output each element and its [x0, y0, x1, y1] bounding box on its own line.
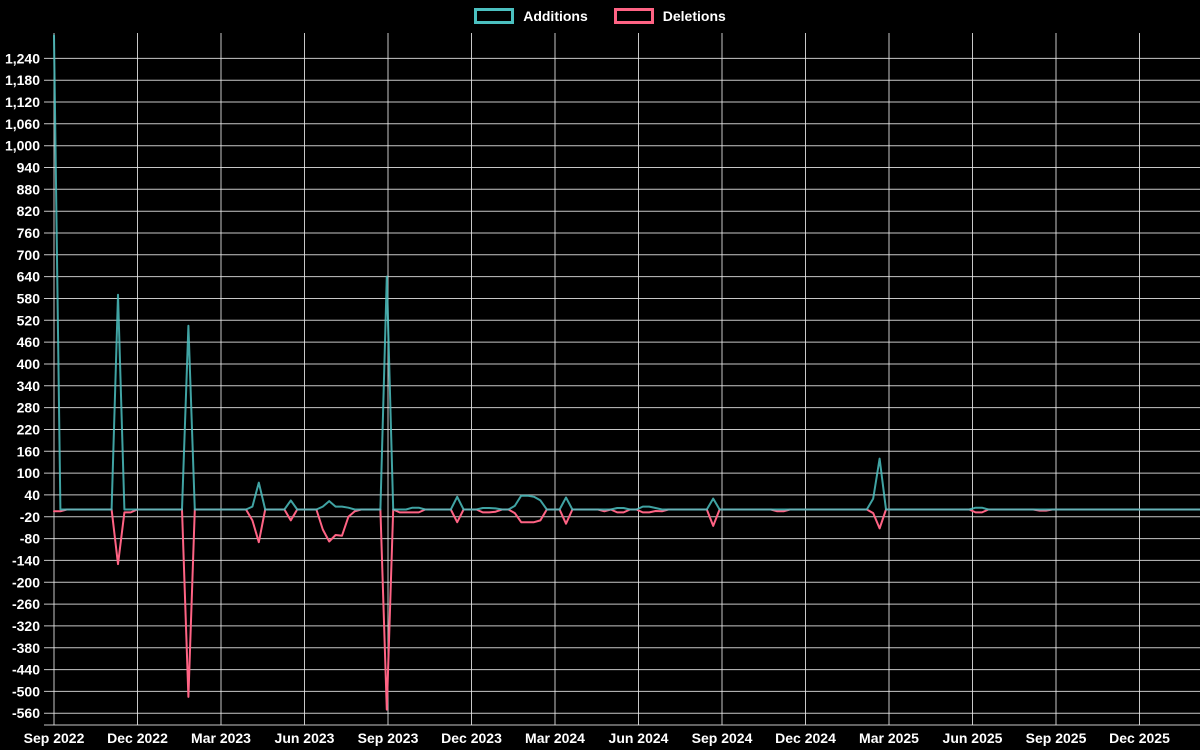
svg-text:1,120: 1,120: [5, 94, 40, 110]
svg-text:940: 940: [17, 160, 41, 176]
svg-text:880: 880: [17, 181, 41, 197]
legend-item-deletions[interactable]: Deletions: [613, 8, 726, 24]
additions-swatch-icon: [474, 8, 515, 24]
svg-text:-140: -140: [12, 552, 40, 568]
svg-text:Sep 2024: Sep 2024: [692, 730, 753, 746]
svg-text:-80: -80: [20, 531, 40, 547]
svg-text:1,240: 1,240: [5, 50, 40, 66]
svg-text:Dec 2023: Dec 2023: [441, 730, 502, 746]
svg-text:700: 700: [17, 247, 41, 263]
legend-item-additions[interactable]: Additions: [474, 8, 588, 24]
svg-text:-20: -20: [20, 509, 40, 525]
svg-text:640: 640: [17, 269, 41, 285]
svg-text:Jun 2025: Jun 2025: [943, 730, 1003, 746]
svg-text:Dec 2025: Dec 2025: [1109, 730, 1170, 746]
additions-line: [53, 34, 1200, 511]
svg-text:40: 40: [24, 487, 40, 503]
svg-text:Sep 2025: Sep 2025: [1026, 730, 1087, 746]
svg-text:760: 760: [17, 225, 41, 241]
svg-text:160: 160: [17, 443, 41, 459]
svg-text:Jun 2024: Jun 2024: [609, 730, 669, 746]
svg-text:580: 580: [17, 291, 41, 307]
chart-legend: Additions Deletions: [0, 8, 1200, 24]
legend-label-additions: Additions: [523, 8, 588, 24]
svg-text:400: 400: [17, 356, 41, 372]
deletions-swatch-icon: [613, 8, 654, 24]
legend-label-deletions: Deletions: [662, 8, 726, 24]
svg-text:Sep 2022: Sep 2022: [24, 730, 85, 746]
svg-text:Mar 2023: Mar 2023: [191, 730, 251, 746]
svg-text:-260: -260: [12, 596, 40, 612]
svg-text:820: 820: [17, 203, 41, 219]
svg-text:100: 100: [17, 465, 41, 481]
svg-text:-560: -560: [12, 705, 40, 721]
svg-text:Dec 2024: Dec 2024: [775, 730, 836, 746]
svg-text:Mar 2025: Mar 2025: [859, 730, 919, 746]
svg-text:-440: -440: [12, 662, 40, 678]
svg-text:-320: -320: [12, 618, 40, 634]
svg-text:280: 280: [17, 400, 41, 416]
svg-text:460: 460: [17, 334, 41, 350]
svg-text:220: 220: [17, 422, 41, 438]
svg-text:1,180: 1,180: [5, 72, 40, 88]
svg-text:520: 520: [17, 312, 41, 328]
deletions-line: [53, 508, 1200, 711]
svg-text:-380: -380: [12, 640, 40, 656]
svg-text:-500: -500: [12, 683, 40, 699]
svg-text:Sep 2023: Sep 2023: [358, 730, 419, 746]
svg-text:1,060: 1,060: [5, 116, 40, 132]
svg-text:340: 340: [17, 378, 41, 394]
svg-text:-200: -200: [12, 574, 40, 590]
svg-text:1,000: 1,000: [5, 138, 40, 154]
svg-text:Dec 2022: Dec 2022: [107, 730, 168, 746]
svg-text:Mar 2024: Mar 2024: [525, 730, 585, 746]
svg-text:Jun 2023: Jun 2023: [275, 730, 335, 746]
